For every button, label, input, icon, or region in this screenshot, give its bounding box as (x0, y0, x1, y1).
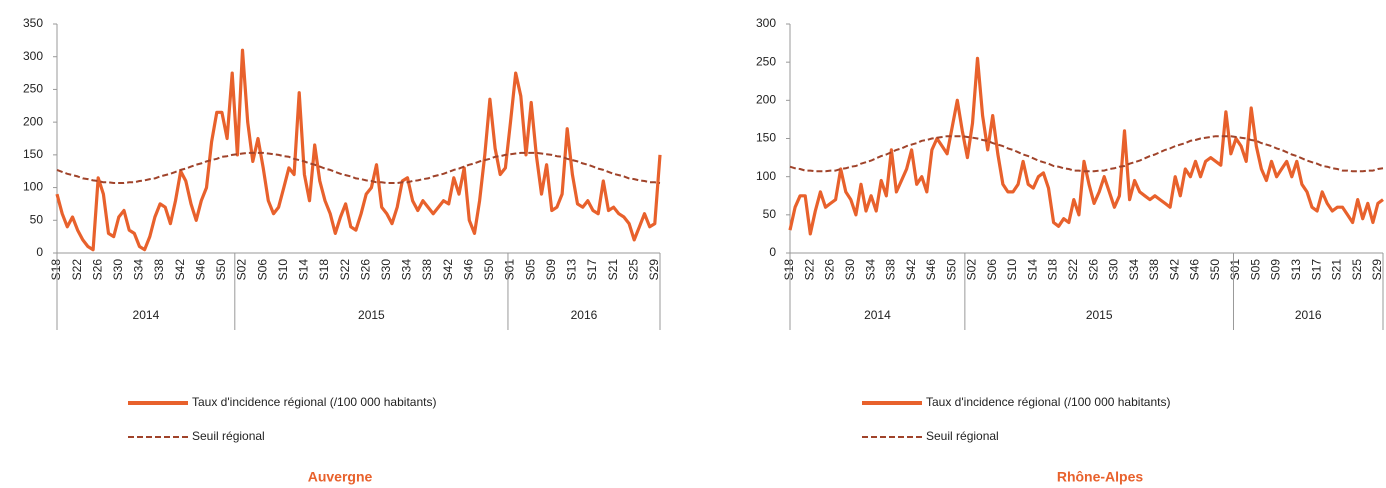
y-tick-label: 100 (756, 169, 776, 183)
x-tick-label: S42 (173, 259, 187, 281)
x-tick-label: S25 (626, 259, 640, 281)
x-tick-label: S46 (1188, 259, 1202, 281)
x-tick-label: S50 (482, 259, 496, 281)
group-label: 2014 (864, 308, 891, 322)
x-tick-label: S50 (1208, 259, 1222, 281)
x-tick-label: S30 (843, 259, 857, 281)
group-label: 2014 (133, 308, 160, 322)
x-tick-label: S46 (193, 259, 207, 281)
x-tick-label: S14 (297, 259, 311, 281)
chart-title: Auvergne (308, 469, 373, 485)
y-tick-label: 300 (23, 49, 43, 63)
x-tick-label: S42 (904, 259, 918, 281)
group-label: 2016 (1295, 308, 1322, 322)
x-tick-label: S46 (924, 259, 938, 281)
x-tick-label: S18 (1046, 259, 1060, 281)
group-label: 2016 (571, 308, 598, 322)
series-line (789, 135, 1384, 173)
x-tick-label: S29 (1370, 259, 1384, 281)
series-line (55, 48, 662, 252)
y-tick-label: 250 (23, 82, 43, 96)
x-tick-label: S34 (1127, 259, 1141, 281)
x-tick-label: S09 (1269, 259, 1283, 281)
legend-label: Taux d'incidence régional (/100 000 habi… (926, 395, 1170, 409)
x-tick-label: S34 (863, 259, 877, 281)
x-tick-label: S38 (420, 259, 434, 281)
y-tick-label: 50 (763, 207, 777, 221)
x-tick-label: S17 (1309, 259, 1323, 281)
x-tick-label: S38 (884, 259, 898, 281)
x-tick-label: S21 (1330, 259, 1344, 281)
x-tick-label: S21 (606, 259, 620, 281)
y-tick-label: 250 (756, 54, 776, 68)
y-tick-label: 350 (23, 16, 43, 30)
x-tick-label: S26 (90, 259, 104, 281)
x-tick-label: S22 (70, 259, 84, 281)
y-tick-label: 150 (23, 147, 43, 161)
x-tick-label: S26 (823, 259, 837, 281)
y-tick-label: 0 (769, 245, 776, 259)
x-tick-label: S22 (1066, 259, 1080, 281)
x-tick-label: S25 (1350, 259, 1364, 281)
x-tick-label: S06 (255, 259, 269, 281)
x-tick-label: S29 (647, 259, 661, 281)
x-tick-label: S42 (1167, 259, 1181, 281)
x-tick-label: S30 (1107, 259, 1121, 281)
x-tick-label: S46 (461, 259, 475, 281)
y-tick-label: 50 (30, 212, 44, 226)
x-tick-label: S42 (441, 259, 455, 281)
x-tick-label: S22 (802, 259, 816, 281)
x-tick-label: S22 (338, 259, 352, 281)
x-tick-label: S34 (400, 259, 414, 281)
x-tick-label: S50 (944, 259, 958, 281)
chart-title: Rhône-Alpes (1057, 469, 1144, 485)
x-tick-label: S02 (965, 259, 979, 281)
legend-label: Seuil régional (926, 429, 999, 443)
x-tick-label: S26 (358, 259, 372, 281)
x-tick-label: S05 (523, 259, 537, 281)
x-tick-label: S13 (1289, 259, 1303, 281)
x-tick-label: S18 (49, 259, 63, 281)
y-tick-label: 150 (756, 131, 776, 145)
series-line (788, 56, 1384, 236)
x-tick-label: S30 (379, 259, 393, 281)
group-label: 2015 (358, 308, 385, 322)
x-tick-label: S14 (1025, 259, 1039, 281)
x-tick-label: S01 (503, 259, 517, 281)
x-tick-label: S17 (585, 259, 599, 281)
x-tick-label: S02 (235, 259, 249, 281)
x-tick-label: S34 (132, 259, 146, 281)
x-tick-label: S38 (1147, 259, 1161, 281)
legend-label: Taux d'incidence régional (/100 000 habi… (192, 395, 436, 409)
group-label: 2015 (1086, 308, 1113, 322)
y-tick-label: 300 (756, 16, 776, 30)
x-tick-label: S01 (1228, 259, 1242, 281)
y-tick-label: 200 (756, 93, 776, 107)
x-tick-label: S10 (276, 259, 290, 281)
x-tick-label: S18 (782, 259, 796, 281)
x-tick-label: S50 (214, 259, 228, 281)
legend-label: Seuil régional (192, 429, 265, 443)
x-tick-label: S38 (152, 259, 166, 281)
x-tick-label: S13 (565, 259, 579, 281)
series-line (56, 151, 661, 184)
x-tick-label: S06 (985, 259, 999, 281)
x-tick-label: S30 (111, 259, 125, 281)
x-tick-label: S09 (544, 259, 558, 281)
y-tick-label: 200 (23, 114, 43, 128)
y-tick-label: 100 (23, 180, 43, 194)
y-tick-label: 0 (36, 245, 43, 259)
x-tick-label: S18 (317, 259, 331, 281)
x-tick-label: S10 (1005, 259, 1019, 281)
x-tick-label: S05 (1248, 259, 1262, 281)
x-tick-label: S26 (1086, 259, 1100, 281)
